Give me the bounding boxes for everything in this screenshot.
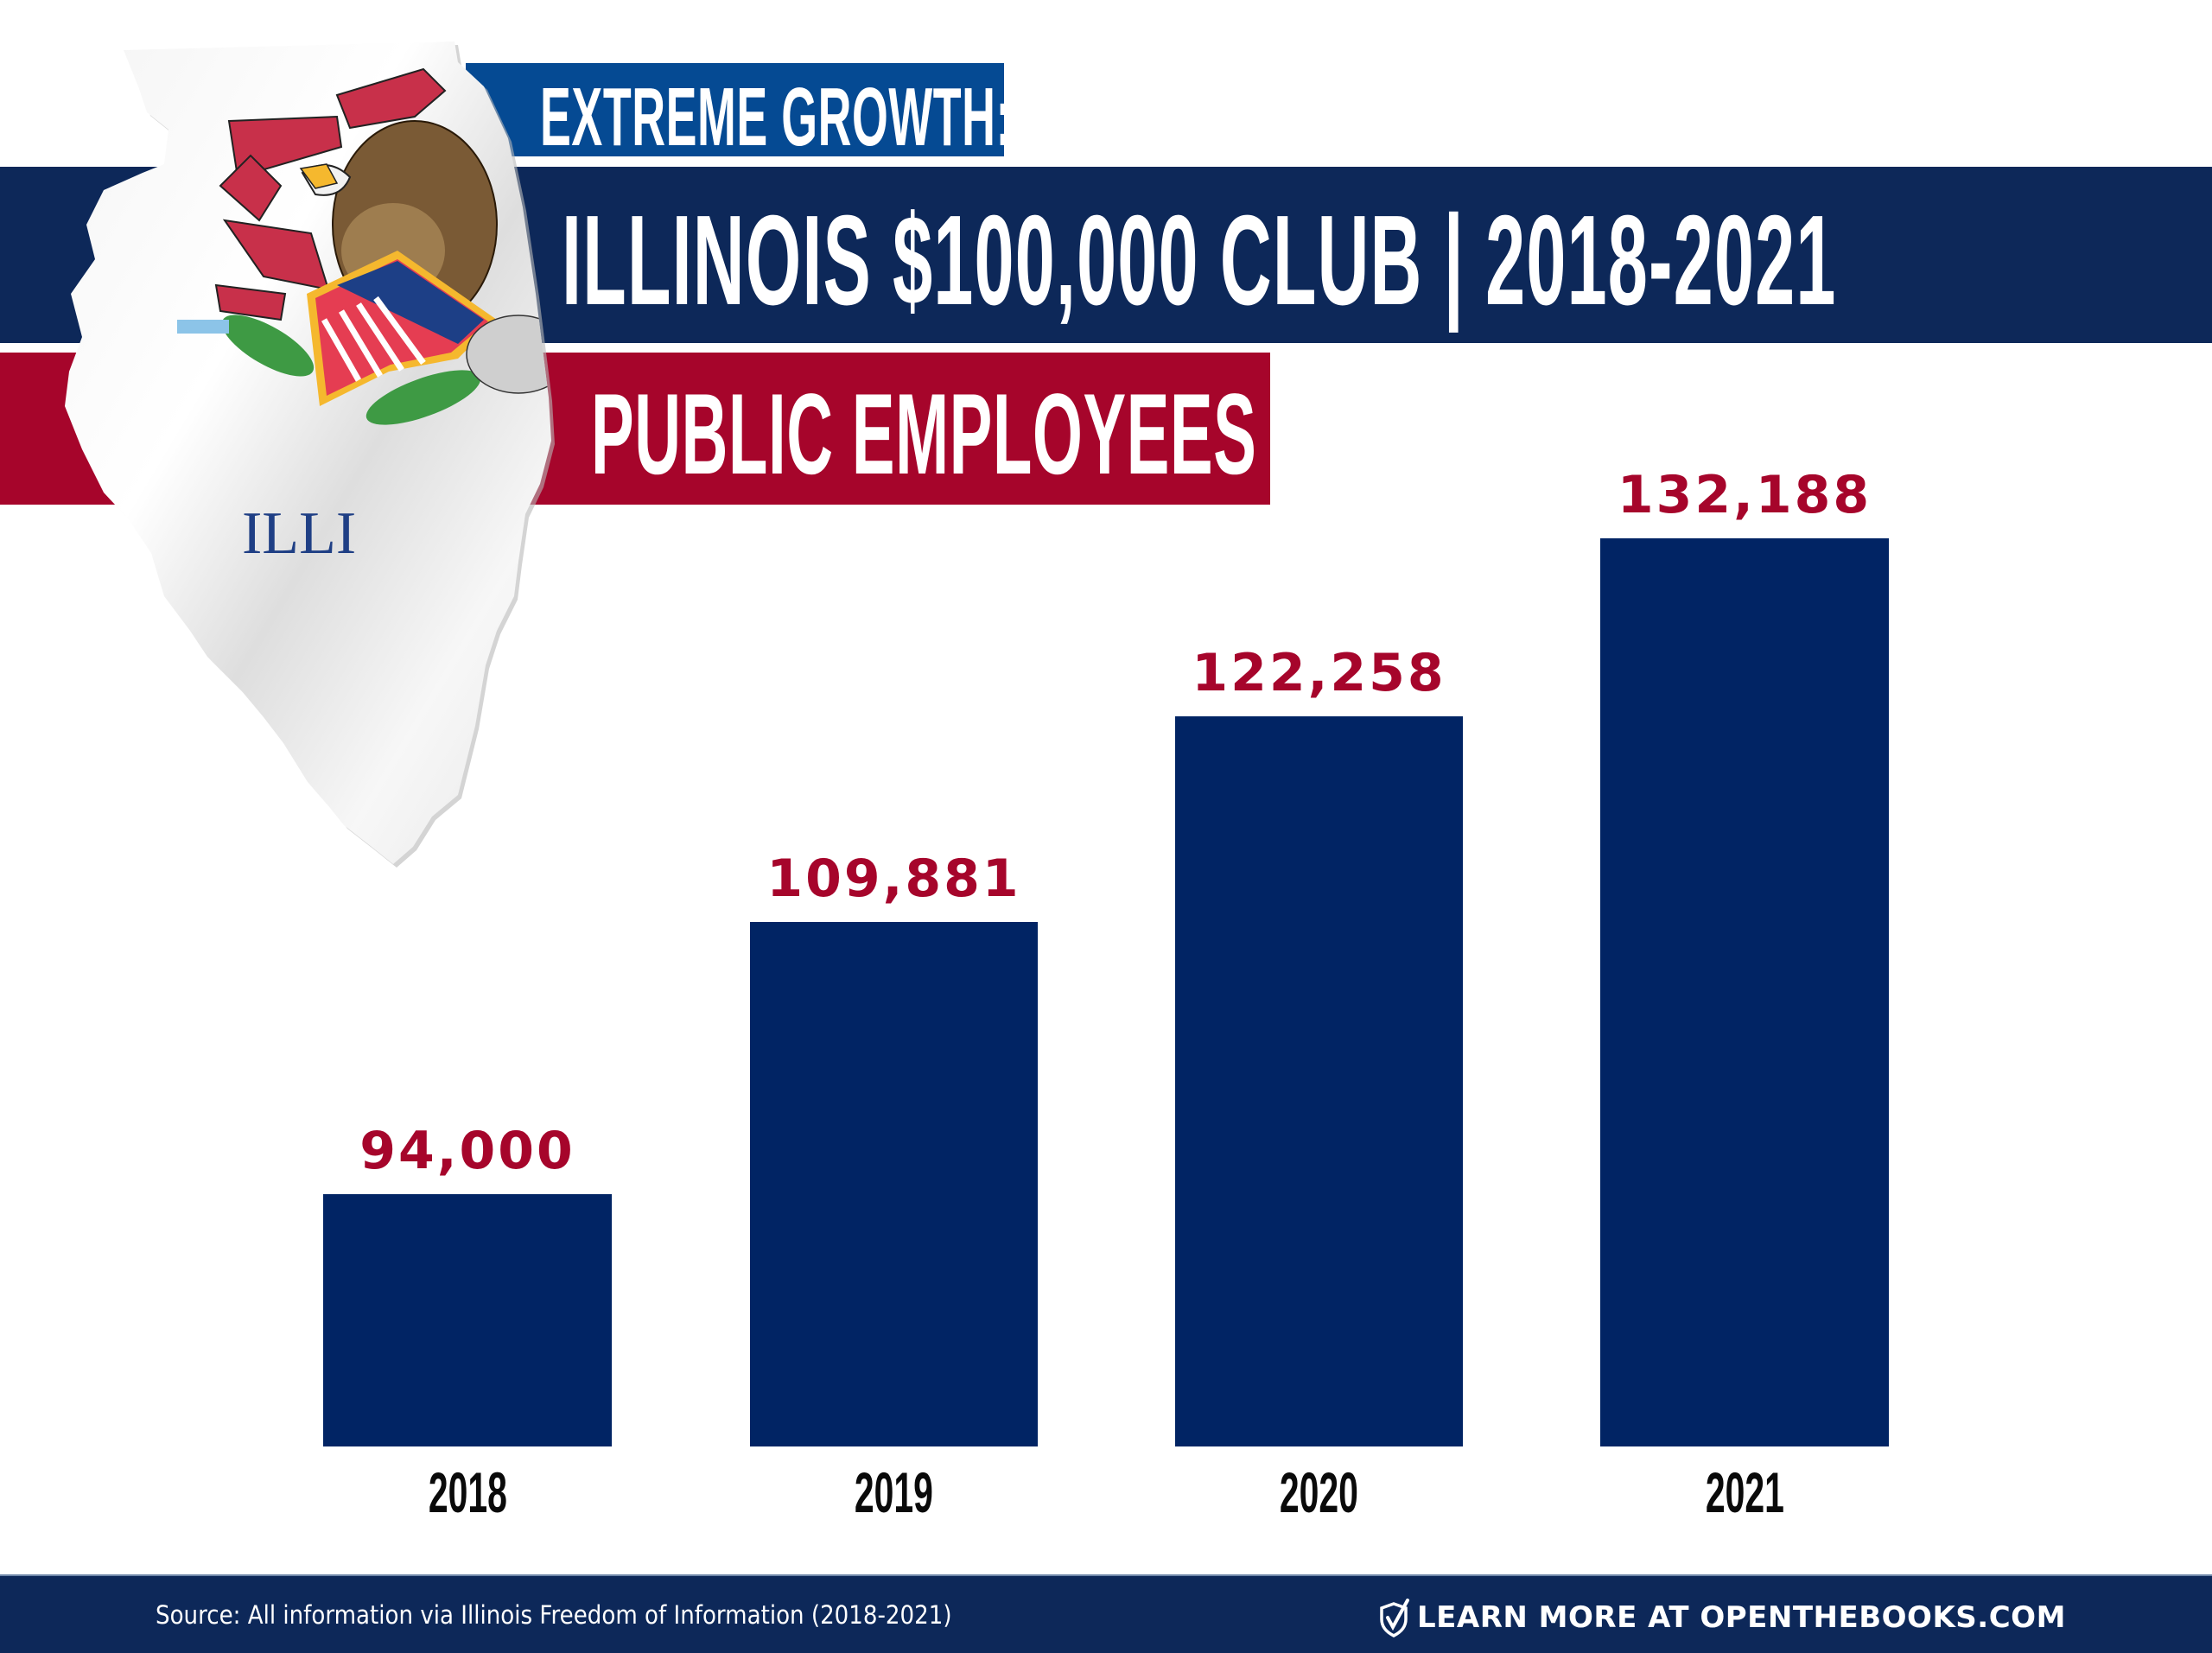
source-note: Source: All information via Illinois Fre… (156, 1600, 952, 1630)
bar-2020 (1175, 716, 1463, 1446)
page-subtitle: PUBLIC EMPLOYEES (591, 371, 1257, 499)
year-text: 2020 (1279, 1460, 1359, 1524)
year-text: 2021 (1705, 1460, 1784, 1524)
illinois-map-flag-icon: ILLI (65, 41, 555, 868)
x-axis-tick-label: 2018 (295, 1464, 640, 1521)
kicker-text: EXTREME GROWTH: (540, 71, 1012, 163)
bar-2019 (750, 922, 1038, 1446)
shield-check-icon (1380, 1599, 1409, 1637)
year-text: 2019 (854, 1460, 934, 1524)
page-title: ILLINOIS $100,000 CLUB | 2018-2021 (562, 189, 1837, 332)
bar-2021 (1600, 538, 1889, 1446)
bar-value-label: 94,000 (359, 1121, 575, 1181)
bar-value-label: 132,188 (1617, 465, 1872, 525)
x-axis-tick-label: 2020 (1147, 1464, 1492, 1521)
footer-bar (0, 1574, 2212, 1653)
year-text: 2018 (428, 1460, 507, 1524)
x-axis-tick-label: 2021 (1572, 1464, 1917, 1521)
svg-text:ILLI: ILLI (242, 500, 356, 567)
bar-value-label: 122,258 (1192, 643, 1446, 703)
learn-more-link[interactable]: LEARN MORE AT OPENTHEBOOKS.COM (1417, 1600, 2066, 1635)
x-axis-tick-label: 2019 (721, 1464, 1067, 1521)
bar-2018 (323, 1194, 612, 1446)
kicker-band (466, 63, 1004, 156)
bar-value-label: 109,881 (766, 849, 1021, 909)
